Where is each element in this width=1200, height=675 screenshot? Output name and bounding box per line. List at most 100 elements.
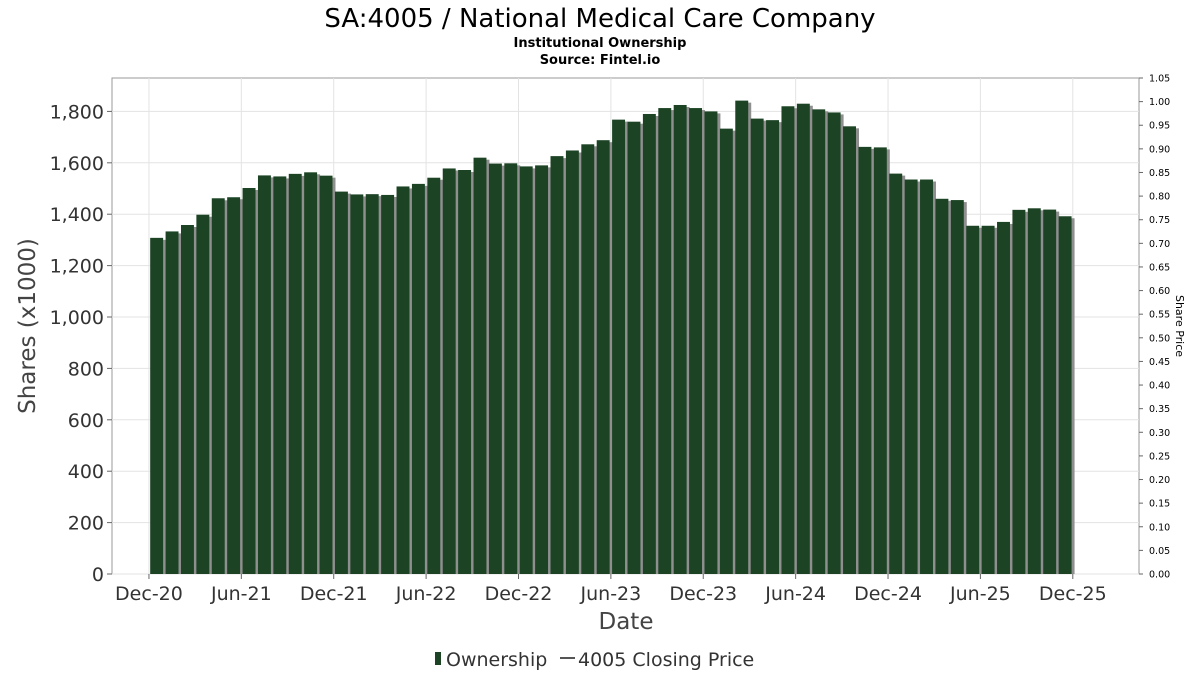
y-axis-left: 0 200 400 600 800 1,000 1,200 1,400 1,600 1,800 bbox=[50, 101, 112, 586]
x-tick-label: Jun-21 bbox=[210, 583, 272, 605]
y2-tick-label: 0.75 bbox=[1149, 215, 1170, 226]
y2-tick-label: 0.80 bbox=[1149, 192, 1170, 203]
y-tick-label: 600 bbox=[68, 410, 104, 432]
ownership-bar bbox=[981, 225, 995, 574]
ownership-bar bbox=[319, 175, 333, 575]
ownership-bar bbox=[519, 166, 533, 574]
x-axis: Dec-20 Jun-21 Dec-21 Jun-22 Dec-22 Jun-23 Dec-… bbox=[115, 574, 1107, 605]
ownership-bar bbox=[273, 176, 287, 574]
y2-tick-label: 0.35 bbox=[1149, 404, 1170, 415]
ownership-bar bbox=[735, 100, 749, 575]
y2-tick-label: 0.25 bbox=[1149, 451, 1170, 462]
y2-tick-label: 0.30 bbox=[1149, 428, 1170, 439]
ownership-bar bbox=[596, 140, 610, 574]
ownership-bar bbox=[966, 225, 980, 574]
ownership-bar bbox=[304, 172, 318, 575]
ownership-bar bbox=[827, 112, 841, 574]
y2-tick-label: 0.45 bbox=[1149, 357, 1170, 368]
ownership-bar bbox=[642, 113, 656, 574]
ownership-bar bbox=[288, 173, 302, 574]
y-tick-label: 1,600 bbox=[50, 153, 104, 175]
x-tick-label: Jun-23 bbox=[580, 583, 642, 605]
bars-group bbox=[150, 100, 1075, 575]
ownership-bar bbox=[211, 198, 225, 575]
y-tick-label: 1,200 bbox=[50, 256, 104, 278]
ownership-bar bbox=[796, 103, 810, 575]
ownership-bar bbox=[473, 157, 487, 574]
ownership-bar bbox=[488, 163, 502, 574]
ownership-bar bbox=[920, 179, 933, 575]
ownership-bar bbox=[411, 183, 425, 574]
x-tick-label: Dec-21 bbox=[300, 583, 368, 605]
chart-subtitle: Institutional Ownership bbox=[514, 36, 687, 51]
chart-source: Source: Fintel.io bbox=[540, 53, 661, 68]
y-tick-label: 1,000 bbox=[50, 307, 104, 329]
ownership-bar bbox=[889, 173, 903, 575]
ownership-bar bbox=[904, 179, 918, 575]
ownership-bar bbox=[750, 118, 764, 575]
ownership-bar bbox=[180, 225, 194, 574]
ownership-bar bbox=[196, 214, 210, 574]
x-tick-label: Dec-22 bbox=[485, 583, 553, 605]
y2-tick-label: 1.00 bbox=[1149, 97, 1170, 108]
x-tick-label: Jun-25 bbox=[949, 583, 1011, 605]
ownership-bar bbox=[673, 104, 687, 574]
ownership-bar bbox=[381, 194, 395, 574]
y2-tick-label: 0.40 bbox=[1149, 381, 1170, 392]
ownership-bar bbox=[504, 163, 518, 575]
y2-tick-label: 0.90 bbox=[1149, 144, 1170, 155]
ownership-bar bbox=[1043, 209, 1057, 574]
ownership-bar bbox=[365, 194, 379, 574]
x-tick-label: Dec-25 bbox=[1039, 583, 1107, 605]
y2-tick-label: 0.20 bbox=[1149, 475, 1170, 486]
chart-title: SA:4005 / National Medical Care Company bbox=[324, 4, 875, 34]
ownership-bar bbox=[565, 150, 579, 574]
y2-tick-label: 0.10 bbox=[1149, 522, 1170, 533]
ownership-bar bbox=[442, 168, 456, 575]
ownership-bar bbox=[1058, 216, 1072, 574]
y-tick-label: 1,800 bbox=[50, 101, 104, 123]
ownership-bar bbox=[766, 120, 780, 574]
ownership-bar bbox=[950, 200, 964, 574]
ownership-bar bbox=[689, 108, 703, 574]
y-axis-right: 0.00 0.05 0.10 0.15 0.20 0.25 0.30 0.35 0.40 0.45… bbox=[1139, 74, 1170, 581]
x-axis-label: Date bbox=[599, 609, 654, 635]
y2-tick-label: 0.55 bbox=[1149, 310, 1170, 321]
y-tick-label: 1,400 bbox=[50, 204, 104, 226]
x-tick-label: Dec-20 bbox=[115, 583, 183, 605]
ownership-bar bbox=[843, 126, 856, 574]
y2-axis-label: Share Price bbox=[1173, 295, 1186, 357]
ownership-bar bbox=[873, 147, 887, 574]
y2-tick-label: 0.15 bbox=[1149, 499, 1170, 510]
ownership-bar bbox=[334, 191, 348, 574]
y-tick-label: 400 bbox=[68, 461, 104, 483]
ownership-bar bbox=[581, 144, 595, 574]
ownership-bar bbox=[1012, 209, 1026, 574]
ownership-bar bbox=[658, 108, 672, 574]
ownership-bar bbox=[627, 121, 641, 574]
ownership-bar bbox=[812, 109, 826, 575]
x-tick-label: Jun-24 bbox=[764, 583, 826, 605]
ownership-bar bbox=[1027, 208, 1041, 574]
ownership-bar bbox=[550, 156, 564, 575]
y2-tick-label: 0.95 bbox=[1149, 121, 1170, 132]
ownership-bar bbox=[427, 177, 441, 574]
ownership-bar bbox=[150, 237, 164, 575]
ownership-bar bbox=[612, 119, 626, 574]
ownership-bar bbox=[396, 186, 410, 574]
y2-tick-label: 0.85 bbox=[1149, 168, 1170, 179]
legend: Ownership 4005 Closing Price bbox=[435, 649, 754, 671]
ownership-bar bbox=[350, 194, 364, 575]
y-tick-label: 0 bbox=[92, 564, 104, 586]
x-tick-label: Dec-23 bbox=[669, 583, 737, 605]
y2-tick-label: 0.50 bbox=[1149, 333, 1170, 344]
ownership-bar bbox=[781, 106, 795, 574]
ownership-bar bbox=[165, 231, 179, 574]
y2-tick-label: 0.65 bbox=[1149, 262, 1170, 273]
ownership-bar bbox=[858, 146, 872, 574]
ownership-bar bbox=[257, 175, 271, 574]
ownership-bar bbox=[458, 170, 472, 574]
x-tick-label: Dec-24 bbox=[854, 583, 922, 605]
y2-tick-label: 0.70 bbox=[1149, 239, 1170, 250]
